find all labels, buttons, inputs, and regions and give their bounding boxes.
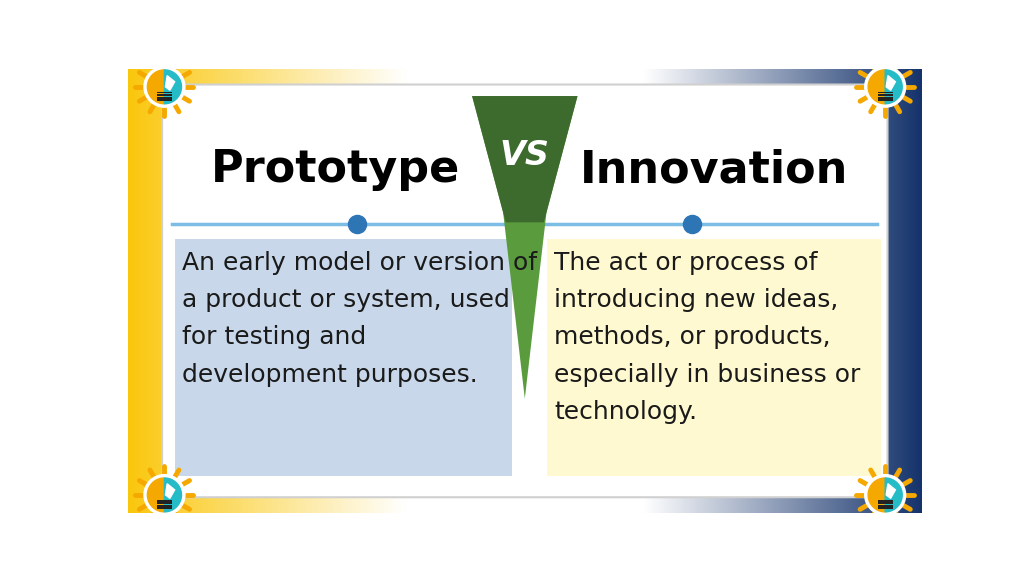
Polygon shape xyxy=(165,478,181,512)
Polygon shape xyxy=(147,478,165,512)
Polygon shape xyxy=(885,70,902,104)
Polygon shape xyxy=(868,478,885,512)
Text: The act or process of
introducing new ideas,
methods, or products,
especially in: The act or process of introducing new id… xyxy=(554,251,860,424)
FancyBboxPatch shape xyxy=(157,92,172,93)
FancyBboxPatch shape xyxy=(878,97,893,98)
FancyBboxPatch shape xyxy=(157,502,172,504)
FancyBboxPatch shape xyxy=(878,92,893,93)
FancyBboxPatch shape xyxy=(878,507,893,509)
Circle shape xyxy=(144,66,185,107)
FancyBboxPatch shape xyxy=(157,505,172,507)
Polygon shape xyxy=(147,70,165,104)
Polygon shape xyxy=(166,484,175,498)
Polygon shape xyxy=(886,484,895,498)
Polygon shape xyxy=(165,70,181,104)
Text: Innovation: Innovation xyxy=(580,149,848,191)
FancyBboxPatch shape xyxy=(157,499,172,502)
Polygon shape xyxy=(472,96,578,399)
FancyBboxPatch shape xyxy=(878,94,893,96)
Text: An early model or version of
a product or system, used
for testing and
developme: An early model or version of a product o… xyxy=(182,251,538,386)
Circle shape xyxy=(864,66,905,107)
FancyBboxPatch shape xyxy=(157,97,172,98)
Text: VS: VS xyxy=(500,139,550,172)
FancyBboxPatch shape xyxy=(157,99,172,101)
FancyBboxPatch shape xyxy=(878,99,893,101)
Polygon shape xyxy=(885,478,902,512)
Text: Prototype: Prototype xyxy=(211,149,461,191)
Polygon shape xyxy=(166,75,175,90)
FancyBboxPatch shape xyxy=(174,239,512,476)
FancyBboxPatch shape xyxy=(547,239,882,476)
Circle shape xyxy=(144,475,185,516)
FancyBboxPatch shape xyxy=(157,507,172,509)
FancyBboxPatch shape xyxy=(157,94,172,96)
FancyBboxPatch shape xyxy=(878,502,893,504)
Polygon shape xyxy=(886,75,895,90)
Circle shape xyxy=(864,475,905,516)
FancyBboxPatch shape xyxy=(878,499,893,502)
Polygon shape xyxy=(472,96,578,222)
FancyBboxPatch shape xyxy=(162,85,888,497)
Polygon shape xyxy=(868,70,885,104)
FancyBboxPatch shape xyxy=(878,505,893,507)
